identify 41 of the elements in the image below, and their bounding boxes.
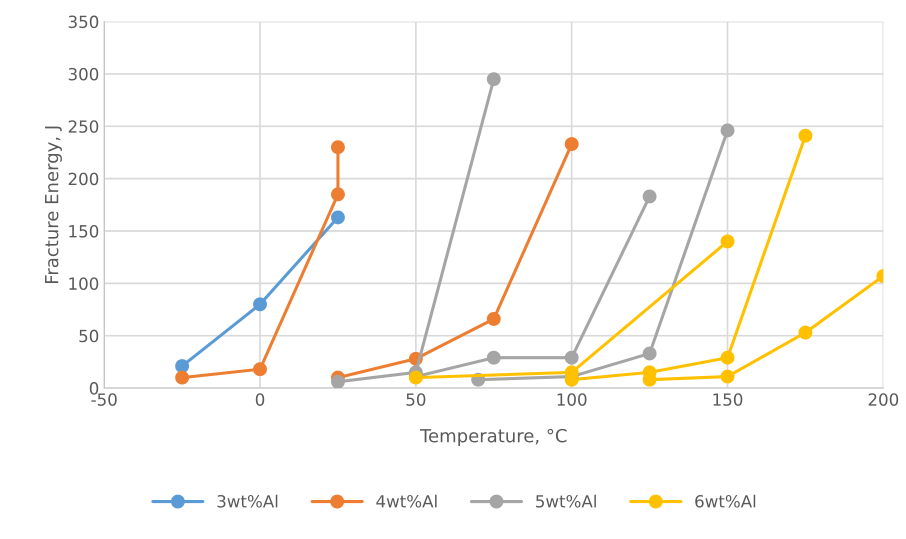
point: [720, 234, 734, 248]
point: [642, 346, 657, 360]
point: [798, 128, 812, 143]
y-tick-label: 150: [69, 224, 98, 238]
y-tick-label: 0: [90, 382, 98, 395]
y-axis-title: Fracture Energy, J: [45, 126, 62, 283]
y-tick-label: 300: [68, 68, 98, 80]
point: [720, 350, 734, 365]
x-tick-label: 50: [406, 393, 426, 406]
legend-label: 5wt%Al: [536, 494, 596, 508]
x-tick-label: 0: [256, 393, 264, 406]
point: [175, 359, 190, 374]
legend-label: 3wt%Al: [217, 494, 278, 508]
point: [175, 370, 190, 385]
x-tick-label: 100: [558, 393, 586, 406]
point: [486, 312, 501, 326]
y-tick-label: 250: [68, 120, 98, 133]
x-tick-label: 150: [713, 393, 742, 406]
point: [564, 350, 579, 365]
legend-label: 6wt%Al: [695, 494, 756, 508]
legend-label: 4wt%Al: [376, 494, 437, 508]
point: [720, 370, 734, 384]
point: [486, 350, 501, 365]
point: [330, 187, 345, 202]
point: [330, 140, 345, 154]
y-tick-label: 50: [79, 330, 98, 342]
x-tick-label: 200: [868, 393, 898, 406]
point: [330, 210, 345, 224]
y-tick-label: 200: [68, 172, 98, 186]
y-tick-label: 350: [68, 16, 98, 28]
point: [564, 137, 579, 152]
point: [253, 297, 267, 312]
point: [642, 190, 657, 204]
x-tick-label: -50: [91, 393, 117, 406]
point: [798, 326, 812, 340]
point: [720, 124, 734, 138]
point: [330, 374, 345, 388]
y-tick-label: 100: [69, 277, 98, 290]
x-axis-title: Temperature, °C: [420, 428, 567, 446]
point: [486, 72, 501, 86]
point: [253, 362, 267, 376]
